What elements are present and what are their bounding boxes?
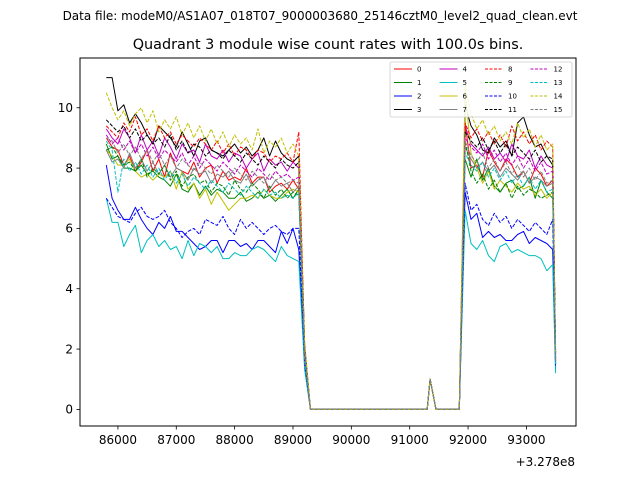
x-axis: 86000 87000 88000 89000 90000 91000 92000 93000 bbox=[99, 426, 545, 447]
legend-label-module-10: 10 bbox=[508, 93, 517, 101]
y-axis: 0 2 4 6 8 10 bbox=[58, 101, 80, 417]
x-tick-label: 86000 bbox=[99, 433, 137, 447]
legend-label-module-13: 13 bbox=[554, 79, 563, 87]
legend-label-module-8: 8 bbox=[508, 66, 512, 74]
plot-frame bbox=[79, 57, 577, 427]
legend-label-module-14: 14 bbox=[554, 93, 563, 101]
legend-label-module-5: 5 bbox=[463, 79, 467, 87]
legend-label-module-9: 9 bbox=[508, 79, 512, 87]
y-tick-label: 4 bbox=[65, 282, 73, 296]
x-tick-label: 87000 bbox=[157, 433, 195, 447]
legend-label-module-15: 15 bbox=[554, 106, 563, 114]
x-tick-label: 92000 bbox=[449, 433, 487, 447]
y-tick-label: 0 bbox=[65, 403, 73, 417]
y-tick-label: 8 bbox=[65, 161, 73, 175]
legend-frame bbox=[389, 61, 573, 118]
y-tick-label: 6 bbox=[65, 222, 73, 236]
legend-label-module-3: 3 bbox=[417, 106, 421, 114]
legend-label-module-6: 6 bbox=[463, 93, 468, 101]
y-tick-label: 2 bbox=[65, 342, 73, 356]
legend-label-module-2: 2 bbox=[417, 93, 421, 101]
x-tick-label: 90000 bbox=[332, 433, 370, 447]
x-tick-label: 91000 bbox=[391, 433, 429, 447]
x-offset-label: +3.278e8 bbox=[516, 455, 575, 469]
y-tick-label: 10 bbox=[58, 101, 73, 115]
x-tick-label: 93000 bbox=[507, 433, 545, 447]
legend-label-module-1: 1 bbox=[417, 79, 421, 87]
legend-label-module-7: 7 bbox=[463, 106, 467, 114]
series-layer bbox=[105, 77, 557, 410]
series-line-module-12 bbox=[105, 134, 557, 410]
x-tick-label: 88000 bbox=[216, 433, 254, 447]
legend-label-module-12: 12 bbox=[554, 66, 563, 74]
legend-label-module-4: 4 bbox=[463, 66, 468, 74]
x-tick-label: 89000 bbox=[274, 433, 312, 447]
series-line-module-15 bbox=[106, 137, 557, 410]
legend-label-module-11: 11 bbox=[508, 106, 517, 114]
legend-label-module-0: 0 bbox=[417, 66, 421, 74]
chart-title: Quadrant 3 module wise count rates with … bbox=[133, 37, 524, 53]
figure-suptitle: Data file: modeM0/AS1A07_018T07_90000036… bbox=[63, 9, 578, 23]
